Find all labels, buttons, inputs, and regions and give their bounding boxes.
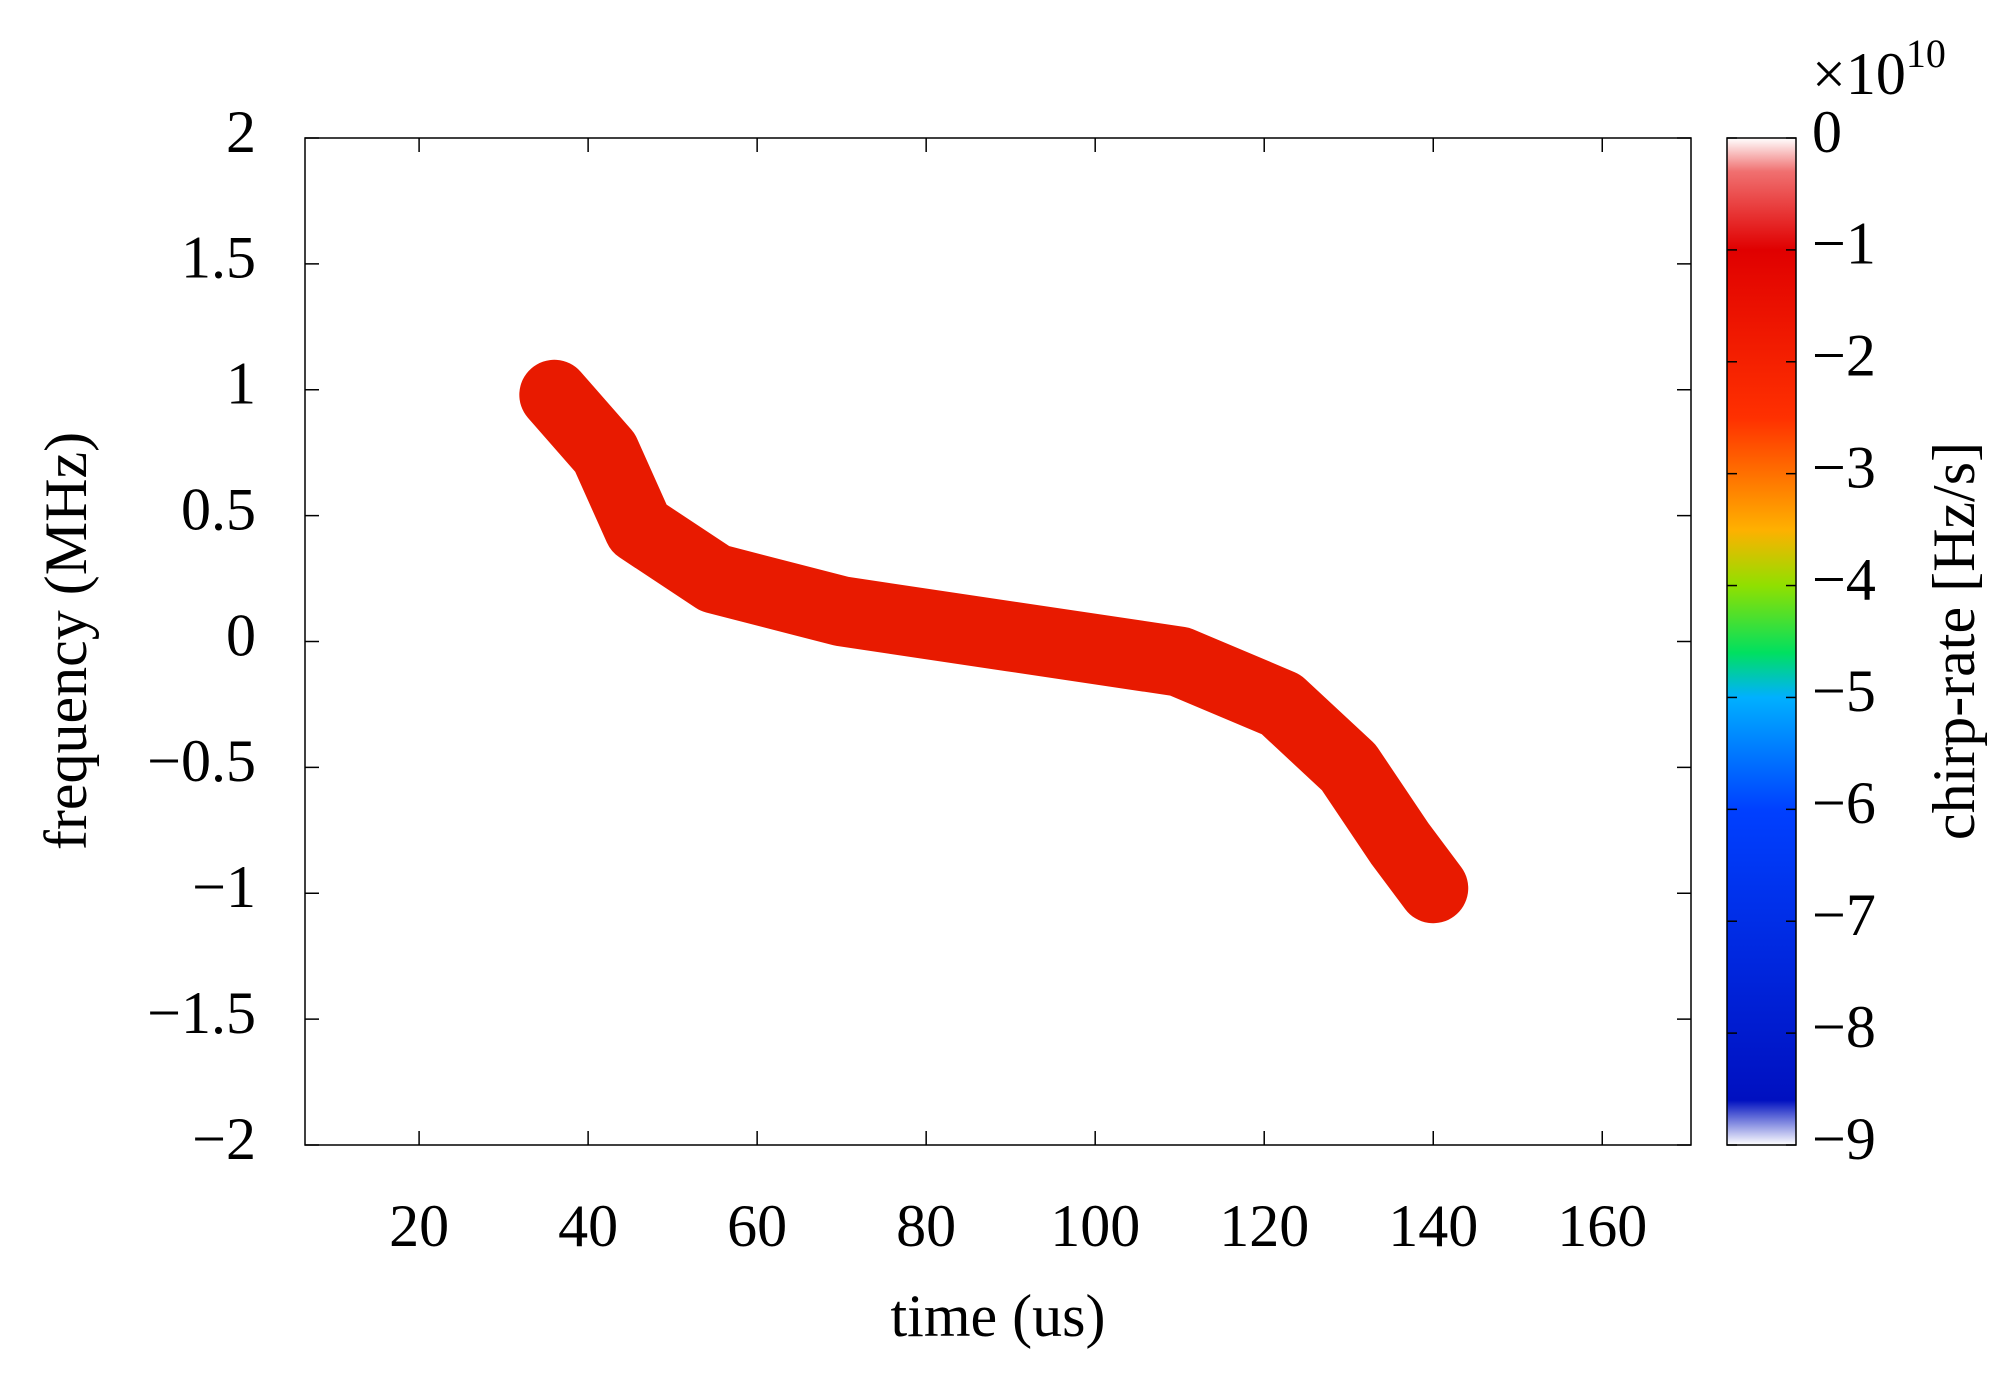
y-tick-label: −2 [192, 1106, 256, 1172]
x-tick-label: 20 [389, 1193, 449, 1259]
colorbar [1726, 137, 1797, 1146]
colorbar-scale-base: ×10 [1812, 41, 1906, 107]
colorbar-scale: ×1010 [1812, 31, 1946, 107]
colorbar-tick-label: −7 [1812, 882, 1876, 948]
colorbar-tick-label: −1 [1812, 211, 1876, 277]
x-tick-label: 60 [727, 1193, 787, 1259]
x-tick-label: 40 [558, 1193, 618, 1259]
colorbar-tick-label: −3 [1812, 434, 1876, 500]
colorbar-scale-exponent: 10 [1906, 31, 1946, 76]
x-axis-title: time (us) [891, 1283, 1106, 1349]
y-axis-title: frequency (MHz) [33, 432, 99, 850]
x-tick-label: 120 [1219, 1193, 1309, 1259]
y-tick-label: −1 [192, 854, 256, 920]
y-tick-label: 2 [226, 99, 256, 165]
colorbar-title: chirp-rate [Hz/s] [1921, 442, 1987, 840]
x-tick-label: 140 [1388, 1193, 1478, 1259]
y-tick-label: 1.5 [181, 225, 256, 291]
colorbar-tick-label: −8 [1812, 994, 1876, 1060]
x-tick-label: 80 [896, 1193, 956, 1259]
y-tick-label: 1 [226, 351, 256, 417]
colorbar-tick-label: −9 [1812, 1106, 1876, 1172]
x-tick-label: 100 [1050, 1193, 1140, 1259]
y-tick-label: 0 [226, 602, 256, 668]
colorbar-tick-label: −4 [1812, 546, 1876, 612]
colorbar-tick-label: 0 [1812, 99, 1842, 165]
ridge [519, 359, 1469, 924]
colorbar-tick-label: −2 [1812, 323, 1876, 389]
y-tick-label: −0.5 [147, 728, 256, 794]
x-tick-label: 160 [1557, 1193, 1647, 1259]
y-tick-label: 0.5 [181, 476, 256, 542]
y-tick-label: −1.5 [147, 980, 256, 1046]
colorbar-tick-label: −5 [1812, 658, 1876, 724]
colorbar-tick-label: −6 [1812, 770, 1876, 836]
